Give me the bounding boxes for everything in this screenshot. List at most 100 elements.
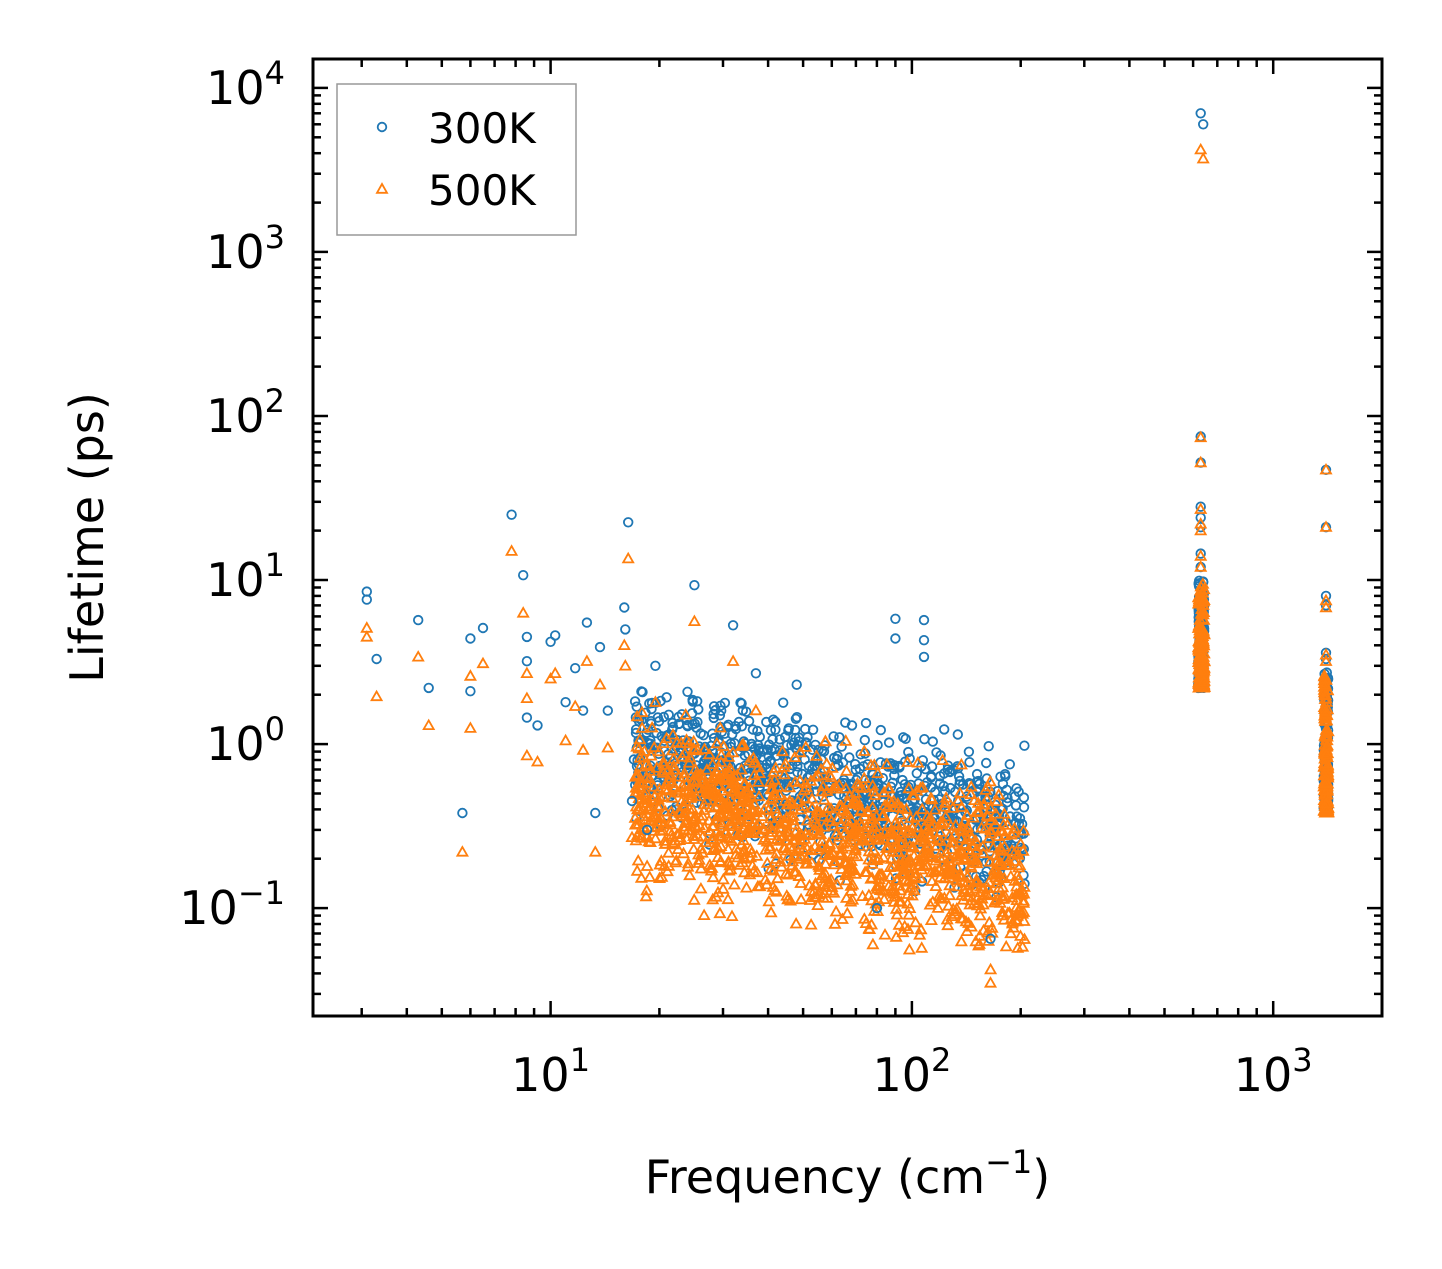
500K-point xyxy=(889,930,903,942)
500K-point xyxy=(961,820,975,832)
300K-point xyxy=(829,752,840,764)
500K-point xyxy=(1317,783,1331,796)
500K-point xyxy=(994,857,1008,869)
500K-point xyxy=(789,916,803,929)
500K-point xyxy=(687,842,701,854)
500K-point xyxy=(694,861,708,874)
500K-point xyxy=(663,768,677,780)
500K-point xyxy=(900,755,914,767)
500K-point xyxy=(964,787,978,800)
500K-point xyxy=(934,845,948,858)
500K-point xyxy=(733,858,747,870)
500K-point xyxy=(779,867,793,879)
500K-point xyxy=(824,770,838,782)
300K-point xyxy=(898,732,909,743)
500K-point xyxy=(653,810,667,822)
500K-point xyxy=(861,804,875,816)
500K-point xyxy=(914,781,928,793)
500K-point xyxy=(906,788,920,800)
500K-point xyxy=(681,860,695,872)
300K-point xyxy=(570,663,581,674)
500K-point xyxy=(940,912,954,925)
500K-point xyxy=(899,840,913,852)
dense-region-500K xyxy=(628,705,1032,975)
500K-point xyxy=(780,833,794,846)
500K-point xyxy=(827,886,841,898)
500K-point xyxy=(1196,151,1210,164)
500K-point xyxy=(903,881,917,893)
300K-point xyxy=(774,734,785,745)
500K-point xyxy=(505,544,519,556)
500K-point xyxy=(857,771,871,783)
500K-point xyxy=(1194,517,1208,529)
500K-point xyxy=(764,793,778,805)
300K-point xyxy=(550,630,561,641)
500K-point xyxy=(773,817,787,829)
500K-point xyxy=(786,854,800,867)
300K-point xyxy=(532,720,543,731)
y-tick-label: 102 xyxy=(206,382,285,443)
500K-point xyxy=(680,832,694,844)
500K-point xyxy=(842,820,856,832)
500K-point xyxy=(702,813,716,826)
500K-point xyxy=(982,915,996,928)
300K-point xyxy=(949,882,960,893)
300K-point xyxy=(840,717,851,728)
300K-point xyxy=(663,709,674,721)
500K-point xyxy=(1010,893,1024,905)
500K-point xyxy=(1017,932,1032,944)
500K-point xyxy=(1011,848,1025,860)
500K-point xyxy=(866,826,880,839)
500K-point xyxy=(672,786,686,798)
500K-point xyxy=(990,794,1004,806)
500K-point xyxy=(1319,647,1333,660)
500K-point xyxy=(1014,887,1028,900)
300K-point xyxy=(780,731,791,743)
500K-point xyxy=(724,834,739,846)
500K-point xyxy=(866,843,881,856)
500K-point xyxy=(810,749,824,761)
500K-point xyxy=(984,962,998,975)
300K-point xyxy=(971,776,983,787)
500K-point xyxy=(847,796,861,808)
500K-point xyxy=(967,856,981,868)
500K-point xyxy=(743,867,757,880)
500K-point xyxy=(700,763,714,775)
500K-point xyxy=(1319,688,1333,701)
500K-point xyxy=(683,750,697,763)
300K-point xyxy=(1195,501,1206,512)
500K-point xyxy=(760,856,774,868)
500K-point xyxy=(694,842,708,854)
300K-point xyxy=(1000,771,1011,782)
300K-point xyxy=(945,782,956,794)
500K-point xyxy=(905,888,919,901)
500K-point xyxy=(771,871,785,884)
500K-point xyxy=(520,666,534,678)
500K-point xyxy=(764,905,778,918)
500K-point xyxy=(933,851,947,864)
500K-point xyxy=(559,733,573,746)
300K-point xyxy=(477,622,489,634)
500K-point xyxy=(1197,594,1211,607)
500K-point xyxy=(750,849,764,861)
500K-point xyxy=(803,893,817,905)
500K-point xyxy=(568,699,582,711)
300K-point xyxy=(1011,811,1023,822)
500K-point xyxy=(740,791,754,804)
500K-point xyxy=(783,894,798,906)
500K-point xyxy=(977,798,991,810)
500K-point xyxy=(794,802,808,815)
500K-point xyxy=(847,793,861,805)
500K-point xyxy=(823,875,837,888)
legend-box xyxy=(336,83,577,236)
500K-point xyxy=(638,744,652,756)
legend-label: 500K xyxy=(428,166,537,215)
500K-point xyxy=(1193,620,1207,633)
500K-point xyxy=(657,859,671,871)
500K-point xyxy=(902,942,916,955)
500K-point xyxy=(1016,844,1030,856)
500K-point xyxy=(978,888,992,901)
500K-point xyxy=(872,867,886,880)
500K-point xyxy=(913,928,927,940)
500K-point xyxy=(896,925,910,938)
